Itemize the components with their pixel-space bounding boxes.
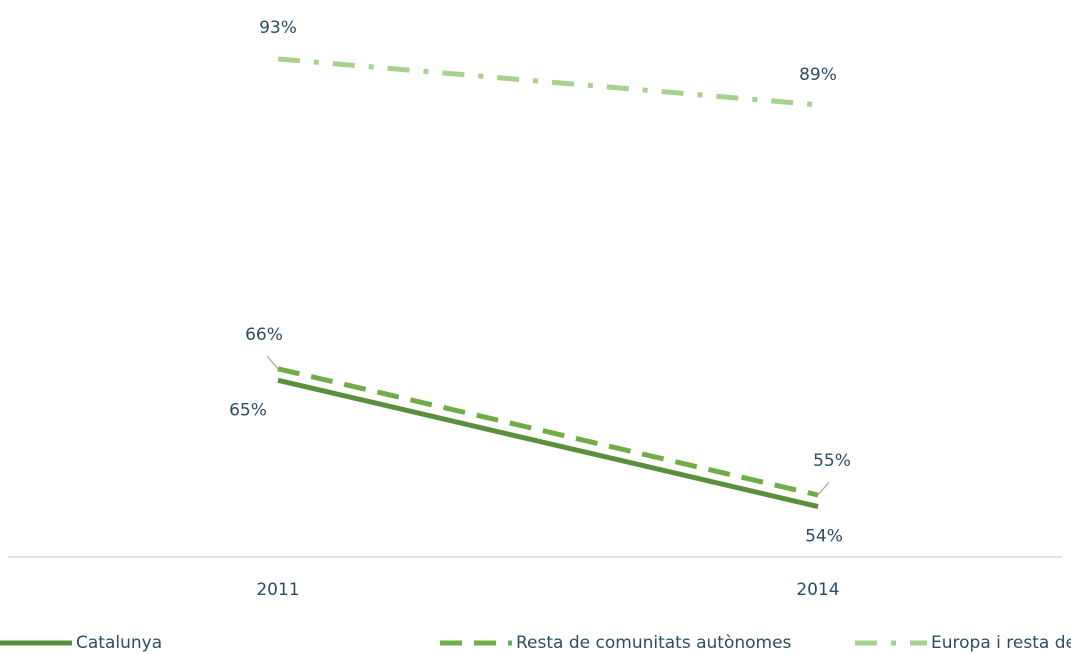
x-tick-label: 2011 [256, 580, 299, 600]
legend-label: Catalunya [76, 633, 162, 653]
leader-line [266, 355, 279, 370]
series-line [277, 366, 819, 498]
data-label: 66% [245, 325, 283, 345]
x-tick-label: 2014 [796, 580, 839, 600]
series-line [277, 56, 819, 108]
series-line [277, 377, 819, 509]
data-label: 55% [813, 451, 851, 471]
leader-line [817, 482, 830, 496]
data-label: 89% [799, 65, 837, 85]
data-label: 54% [805, 527, 843, 547]
data-label: 93% [259, 18, 297, 38]
legend-label: Resta de comunitats autònomes [516, 633, 792, 653]
legend-label: Europa i resta del món [931, 633, 1071, 653]
data-label: 65% [229, 400, 267, 420]
